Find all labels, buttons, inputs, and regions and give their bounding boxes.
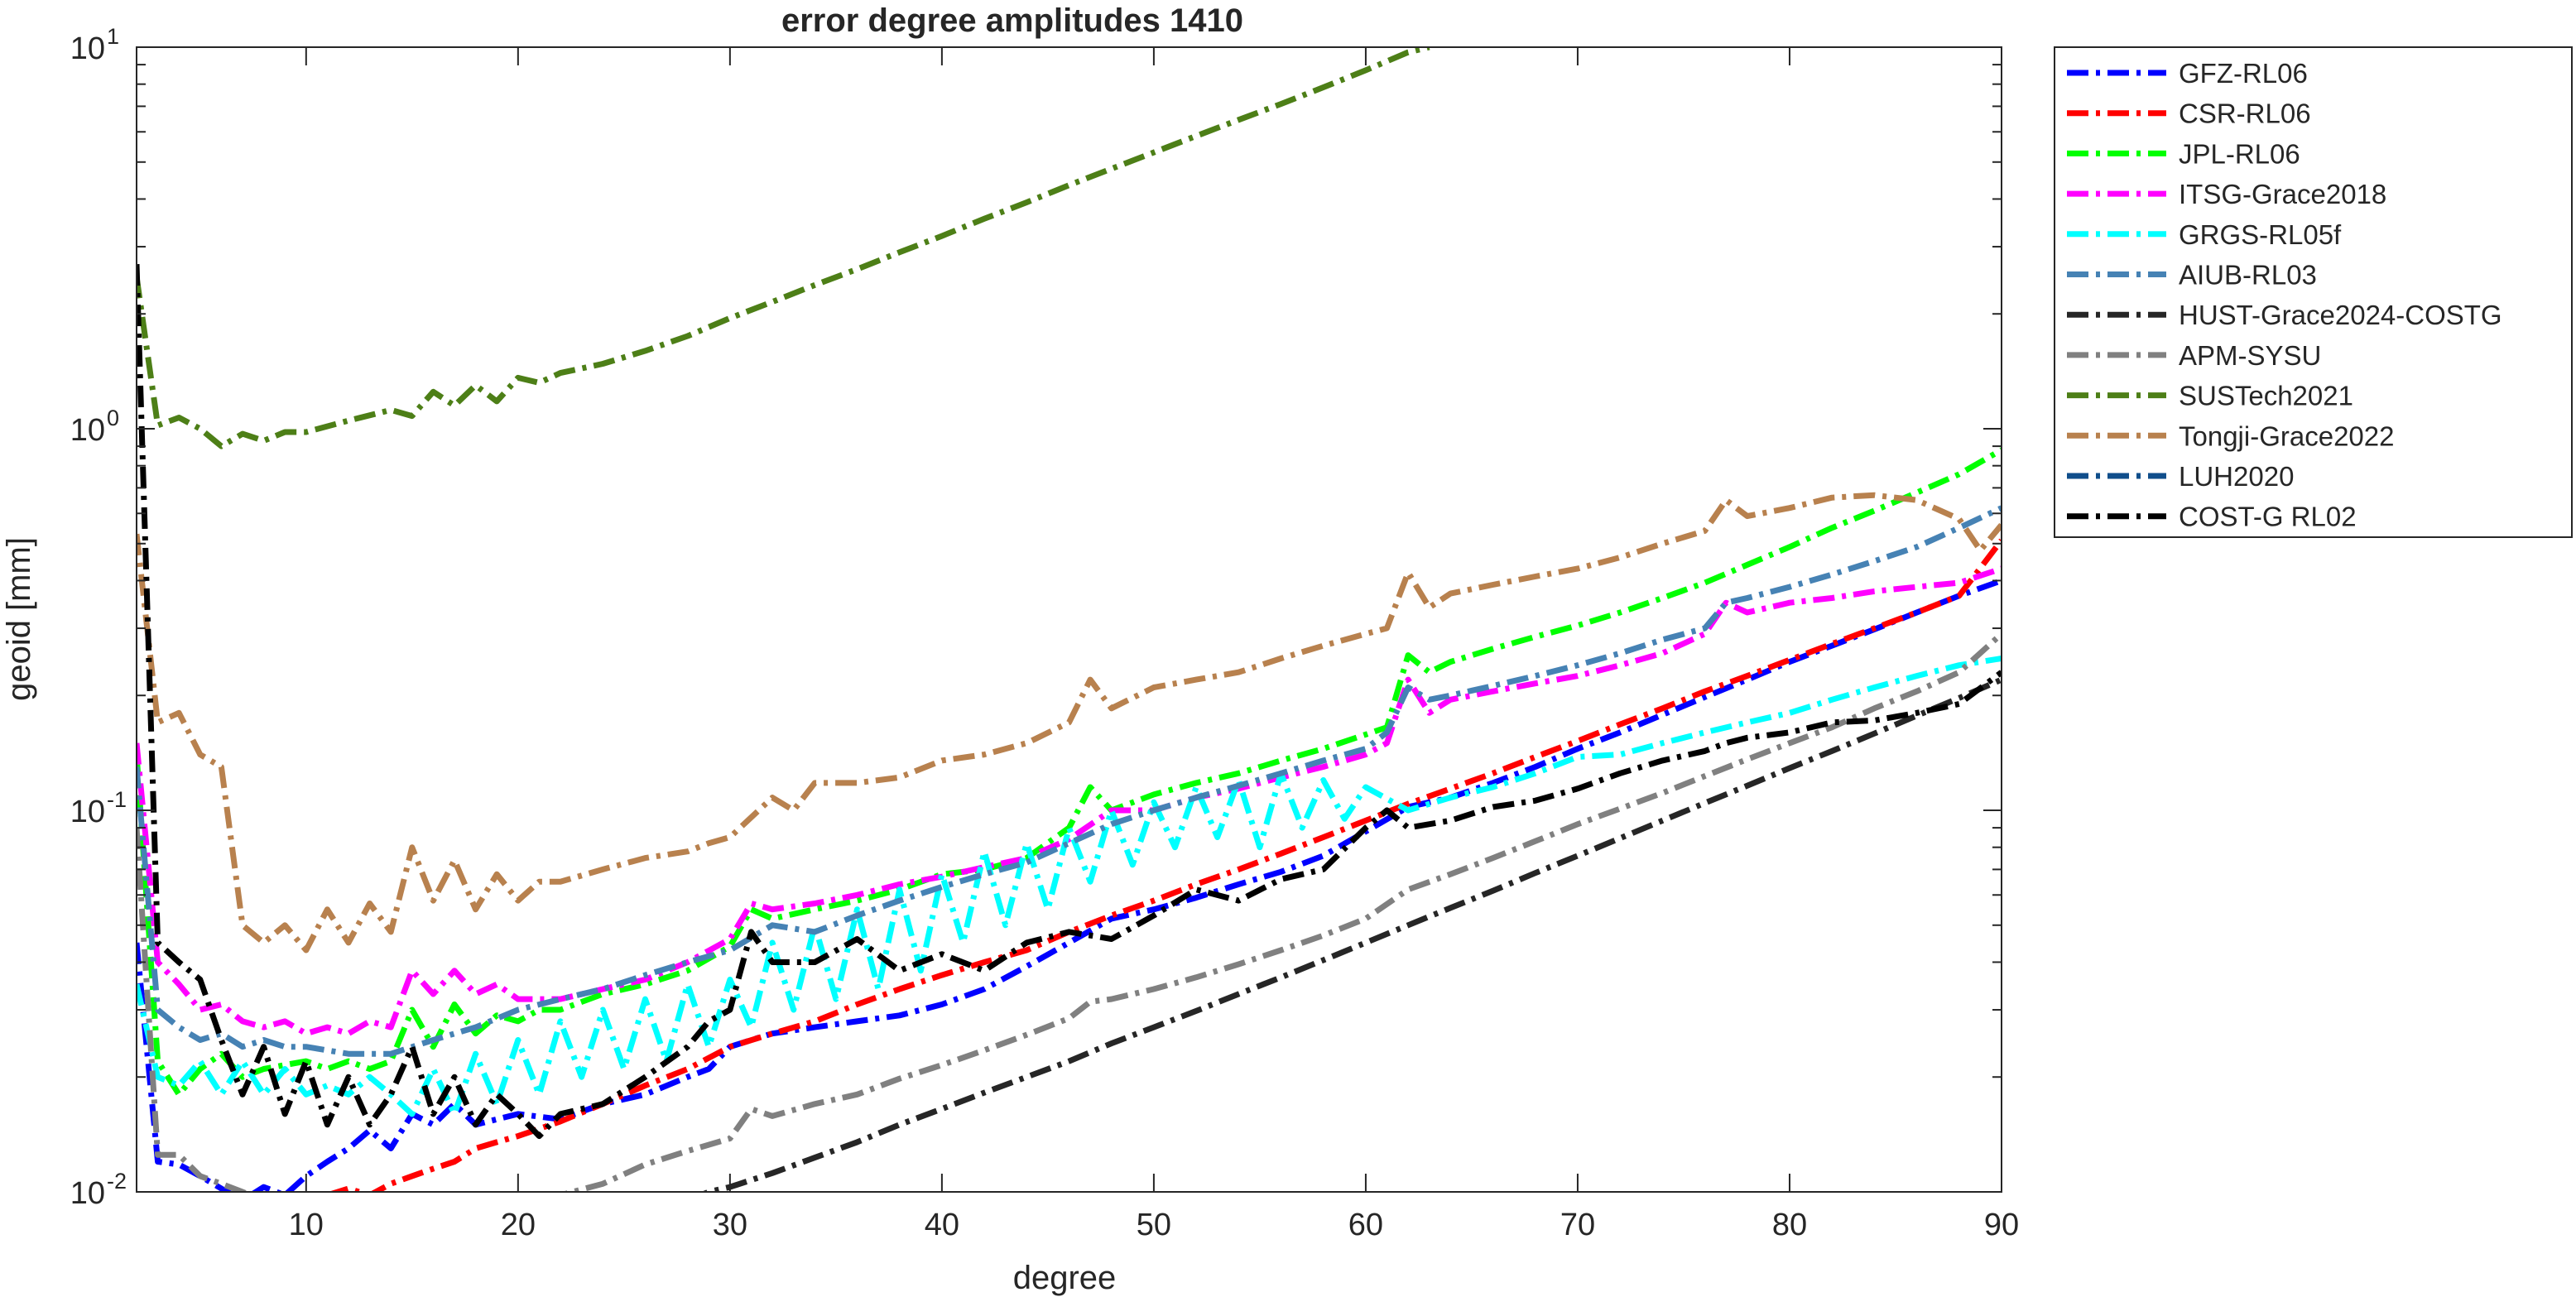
x-tick-label: 60 <box>1348 1208 1383 1242</box>
series-line-grgs-rl05f <box>137 656 2002 1117</box>
legend-label: GRGS-RL05f <box>2179 219 2342 250</box>
x-tick-label: 80 <box>1772 1208 1807 1242</box>
series-line-hust-grace2024-costg <box>700 676 2002 1192</box>
legend-label: LUH2020 <box>2179 461 2294 492</box>
series-line-gfz-rl06 <box>137 578 2002 1192</box>
legend: GFZ-RL06 CSR-RL06 JPL-RL06 ITSG-Grace2018 GR… <box>2067 58 2502 532</box>
x-tick-label: 90 <box>1984 1208 2019 1242</box>
series-line-aiub-rl03 <box>137 505 2002 1057</box>
legend-label: APM-SYSU <box>2179 340 2321 371</box>
legend-label: GFZ-RL06 <box>2179 58 2308 89</box>
x-tick-label: 40 <box>925 1208 959 1242</box>
legend-label: JPL-RL06 <box>2179 138 2300 169</box>
x-axis-label: degree <box>1013 1260 1117 1296</box>
series-line-sustech2021 <box>137 47 1430 449</box>
x-tick-label: 10 <box>289 1208 324 1242</box>
x-tick-label: 30 <box>713 1208 747 1242</box>
series-layer <box>137 47 2002 1192</box>
legend-label: AIUB-RL03 <box>2179 260 2317 291</box>
y-tick-exponent: -2 <box>107 1169 127 1194</box>
series-line-csr-rl06 <box>328 538 2002 1192</box>
chart-title: error degree amplitudes 1410 <box>781 2 1243 39</box>
series-line-tongji-grace2022 <box>137 492 2002 954</box>
y-tick-label: 10 <box>70 31 105 66</box>
legend-label: CSR-RL06 <box>2179 98 2311 129</box>
x-tick-label: 50 <box>1137 1208 1171 1242</box>
y-tick-label: 10 <box>70 795 105 829</box>
y-axis-label: geoid [mm] <box>1 537 37 701</box>
x-tick-label: 70 <box>1560 1208 1595 1242</box>
legend-label: HUST-Grace2024-COSTG <box>2179 300 2502 330</box>
legend-label: Tongji-Grace2022 <box>2179 420 2395 451</box>
y-tick-exponent: -1 <box>107 787 127 812</box>
y-tick-label: 10 <box>70 413 105 448</box>
y-tick-label: 10 <box>70 1176 105 1211</box>
y-tick-exponent: 0 <box>107 406 119 430</box>
legend-label: SUSTech2021 <box>2179 381 2353 411</box>
legend-label: ITSG-Grace2018 <box>2179 179 2386 209</box>
x-tick-label: 20 <box>501 1208 536 1242</box>
legend-box <box>2054 46 2573 538</box>
series-line-cost-g-rl02 <box>137 263 2002 1140</box>
plot-frame <box>136 46 2002 1193</box>
legend-label: COST-G RL02 <box>2179 502 2357 532</box>
series-line-apm-sysu <box>137 632 2002 1192</box>
y-tick-exponent: 1 <box>107 24 119 49</box>
series-line-itsg-grace2018 <box>137 565 2002 1037</box>
